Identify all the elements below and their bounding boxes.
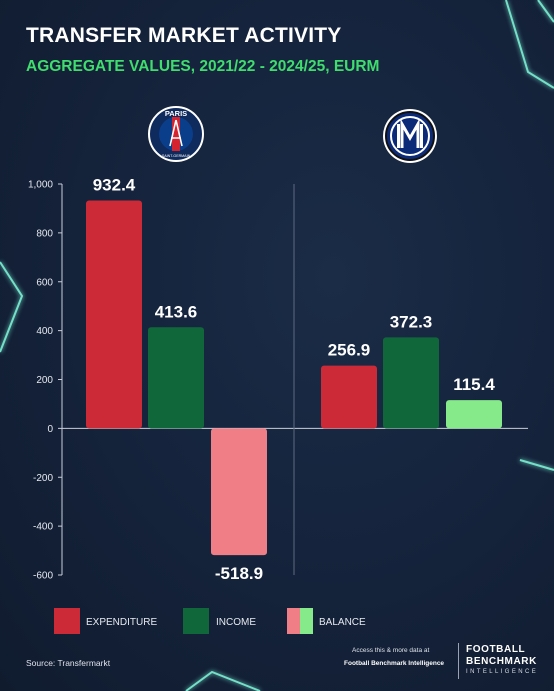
legend-label: BALANCE bbox=[319, 617, 366, 628]
legend-swatch bbox=[54, 608, 80, 634]
legend-swatch bbox=[287, 608, 313, 634]
divider bbox=[458, 643, 459, 679]
bar-balance bbox=[446, 400, 502, 429]
bar-value-label: -518.9 bbox=[215, 564, 263, 583]
y-tick-label: 800 bbox=[36, 228, 53, 239]
bar-expenditure bbox=[321, 365, 377, 429]
bar-income bbox=[383, 337, 439, 429]
psg-crest-icon: PARIS SAINT-GERMAIN bbox=[148, 106, 204, 162]
y-tick-label: -400 bbox=[33, 522, 53, 533]
legend-swatch bbox=[183, 608, 209, 634]
y-tick-label: 1,000 bbox=[28, 180, 53, 191]
chart-subtitle: AGGREGATE VALUES, 2021/22 - 2024/25, EUR… bbox=[26, 58, 380, 75]
brand-logo-line2: BENCHMARK bbox=[466, 656, 537, 667]
source-note: Source: Transfermarkt bbox=[26, 658, 111, 668]
psg-crest-text: PARIS bbox=[165, 109, 187, 118]
inter-crest-icon bbox=[383, 109, 437, 163]
bars bbox=[86, 200, 502, 556]
chart-title: TRANSFER MARKET ACTIVITY bbox=[26, 24, 342, 47]
legend-label: INCOME bbox=[216, 617, 256, 628]
bar-value-label: 413.6 bbox=[155, 302, 198, 321]
y-tick-label: -600 bbox=[33, 571, 53, 582]
brand-logo-line3: INTELLIGENCE bbox=[466, 669, 539, 675]
bar-value-label: 372.3 bbox=[390, 312, 433, 331]
y-tick-label: 0 bbox=[47, 424, 53, 435]
y-tick-label: 400 bbox=[36, 326, 53, 337]
y-tick-label: -200 bbox=[33, 473, 53, 484]
y-axis: 1,000 800 600 400 200 0 -200 -400 -600 bbox=[28, 180, 528, 582]
bar-balance bbox=[211, 428, 267, 556]
bar-income bbox=[148, 327, 204, 429]
y-tick-label: 600 bbox=[36, 277, 53, 288]
legend: EXPENDITURE INCOME BALANCE bbox=[54, 608, 366, 634]
legend-label: EXPENDITURE bbox=[86, 617, 157, 628]
y-tick-label: 200 bbox=[36, 375, 53, 386]
club-crests: PARIS SAINT-GERMAIN bbox=[148, 106, 437, 163]
access-note: Access this & more data at bbox=[352, 647, 430, 654]
psg-crest-subtext: SAINT-GERMAIN bbox=[162, 154, 191, 158]
bar-value-label: 256.9 bbox=[328, 341, 371, 360]
bar-value-label: 115.4 bbox=[453, 375, 495, 394]
bar-value-label: 932.4 bbox=[93, 176, 136, 195]
bar-value-labels: 932.4 413.6 -518.9 256.9 372.3 115.4 bbox=[93, 176, 496, 584]
bar-expenditure bbox=[86, 200, 142, 429]
brand-logo-line1: FOOTBALL bbox=[466, 644, 526, 655]
access-link[interactable]: Football Benchmark Intelligence bbox=[344, 660, 445, 667]
